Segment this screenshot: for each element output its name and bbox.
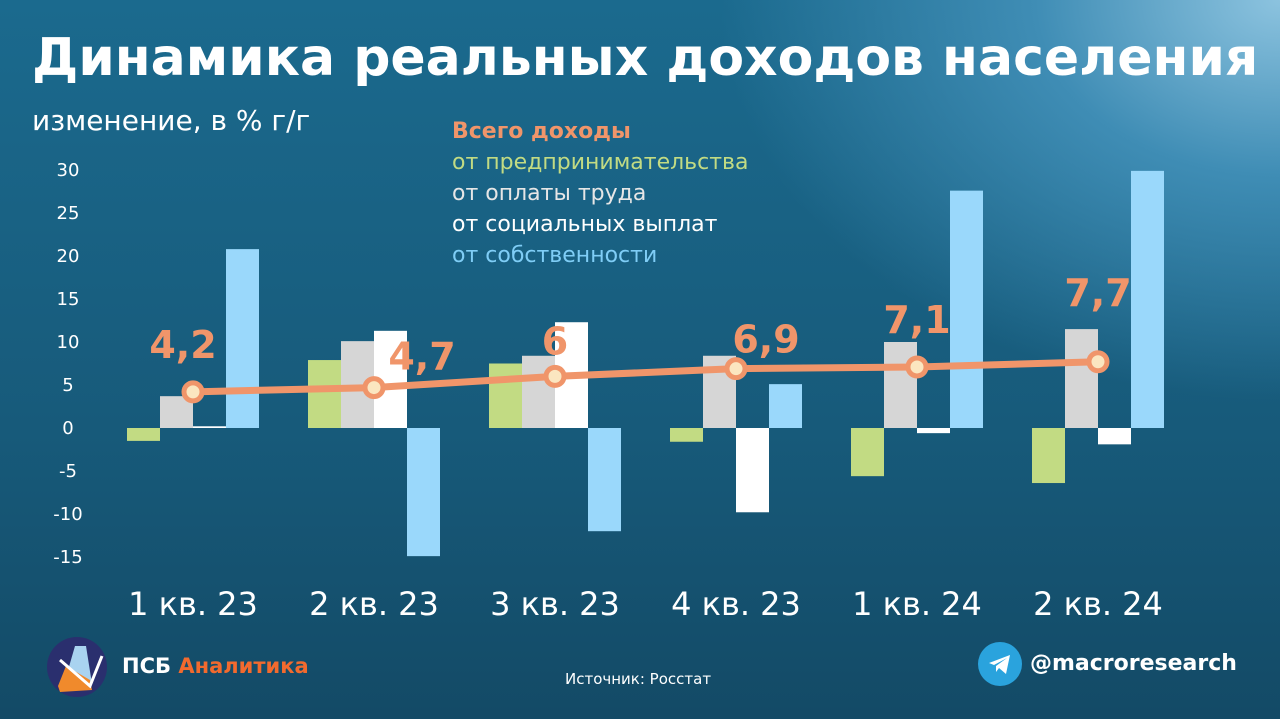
data-point [181,380,205,404]
brand-analytics: Аналитика [178,654,309,678]
x-tick-label: 2 кв. 24 [1033,585,1163,623]
data-point [905,355,929,379]
bar [1098,428,1131,445]
bar [489,363,522,428]
y-tick-label: 10 [57,332,80,353]
data-label: 4,2 [149,323,216,367]
telegram-icon[interactable] [978,642,1022,686]
bar [226,249,259,428]
bar [588,428,621,532]
y-tick-label: 25 [57,203,80,224]
bar [736,428,769,513]
page-title: Динамика реальных доходов населения [32,28,1259,88]
total-income-line [192,358,1099,396]
data-label: 7,7 [1064,271,1131,315]
brand-psb: ПСБ [122,654,171,678]
brand-name: ПСБ Аналитика [122,654,309,678]
y-tick-label: -10 [53,504,82,525]
legend: Всего доходы от предпринимательства от опл… [452,116,749,271]
data-label: 6 [542,319,568,363]
x-tick-label: 1 кв. 24 [852,585,982,623]
bar [407,428,440,557]
x-tick-label: 3 кв. 23 [490,585,620,623]
legend-item: Всего доходы [452,119,631,144]
bar [884,342,917,428]
bar [1131,170,1164,429]
bar [193,426,226,428]
legend-item: от предпринимательства [452,150,749,175]
telegram-handle[interactable]: @macroresearch [1030,651,1237,676]
legend-item: от оплаты труда [452,181,647,206]
data-label: 7,1 [883,298,950,342]
legend-item: от собственности [452,243,658,268]
bar [670,428,703,442]
bar [1032,428,1065,484]
bar [769,384,802,428]
data-point [724,357,748,381]
bar [1065,329,1098,428]
legend-item: от социальных выплат [452,212,718,237]
y-tick-label: -15 [53,547,82,568]
data-point [543,364,567,388]
bar [308,360,341,428]
bar [950,190,983,428]
psb-logo-icon [47,637,107,697]
x-tick-label: 2 кв. 23 [309,585,439,623]
x-tick-label: 1 кв. 23 [128,585,258,623]
data-label: 6,9 [732,318,799,362]
bar [917,428,950,434]
y-tick-label: -5 [59,461,77,482]
y-tick-label: 15 [57,289,80,310]
y-tick-label: 20 [57,246,80,267]
x-tick-label: 4 кв. 23 [671,585,801,623]
y-tick-label: 30 [57,160,80,181]
y-tick-label: 5 [62,375,73,396]
data-label: 4,7 [388,335,455,379]
data-point [1086,350,1110,374]
bar [127,428,160,441]
data-point [362,376,386,400]
chart-subtitle: изменение, в % г/г [32,104,311,137]
bar [851,428,884,477]
y-tick-label: 0 [62,418,73,439]
source-note: Источник: Росстат [565,670,712,688]
